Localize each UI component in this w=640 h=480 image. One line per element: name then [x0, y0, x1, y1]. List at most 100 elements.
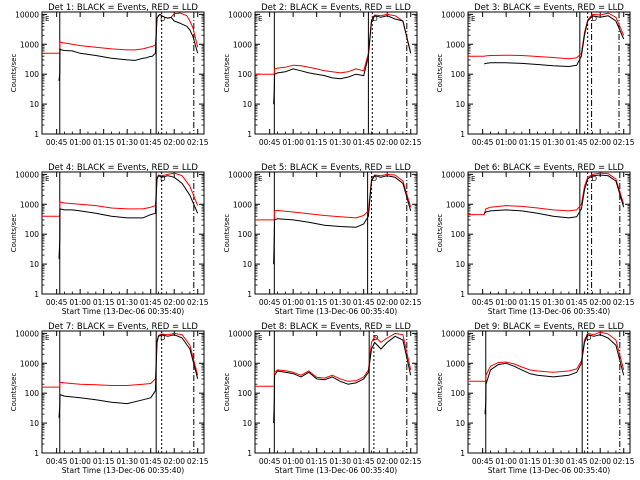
y-tick-label: 10	[242, 419, 252, 428]
x-tick-label: 00:45	[472, 138, 494, 147]
y-tick-label: 10000	[15, 10, 39, 19]
x-axis-label: Start Time (13-Dec-06 00:35:40)	[62, 307, 184, 316]
x-tick-label: 02:00	[376, 457, 398, 466]
annotation-label: E	[258, 334, 262, 342]
annotation-label: E	[258, 175, 262, 183]
x-tick-label: 00:45	[472, 457, 494, 466]
y-tick-label: 1000	[20, 359, 39, 368]
y-tick-label: 1	[460, 130, 465, 139]
x-tick-label: 02:00	[376, 138, 398, 147]
x-tick-label: 02:15	[400, 457, 422, 466]
panel-det-4: Det 4: BLACK = Events, RED = LLD 1 10 100 10…	[10, 163, 209, 316]
x-tick-label: 01:30	[329, 138, 351, 147]
y-axis-label: Counts/sec	[436, 54, 444, 93]
series-lld-line	[42, 332, 199, 388]
x-tick-label: 01:00	[69, 457, 91, 466]
x-tick-label: 00:45	[46, 457, 68, 466]
x-tick-label: 00:45	[472, 298, 494, 307]
panel-det-9: Det 9: BLACK = Events, RED = LLD 1 10 100 10…	[436, 322, 635, 475]
x-tick-label: 01:45	[353, 138, 375, 147]
plot-frame	[41, 330, 205, 454]
annotation-label: E	[45, 334, 49, 342]
x-tick-label: 01:30	[542, 298, 564, 307]
y-tick-label: 1	[460, 449, 465, 458]
annotation-label: D	[160, 334, 165, 342]
x-tick-label: 00:45	[259, 457, 281, 466]
x-tick-label: 01:30	[329, 457, 351, 466]
annotation-label: D	[586, 334, 591, 342]
x-tick-label: 02:15	[187, 457, 209, 466]
x-tick-label: 01:45	[353, 457, 375, 466]
series-lld-line	[255, 173, 412, 221]
series-events-line	[58, 334, 199, 418]
y-tick-label: 100	[238, 70, 253, 79]
panel-title: Det 5: BLACK = Events, RED = LLD	[261, 163, 411, 173]
annotation-label: D	[592, 175, 597, 183]
series-events-line	[484, 15, 625, 67]
y-tick-label: 100	[25, 230, 40, 239]
x-axis-label: Start Time (13-Dec-06 00:35:40)	[275, 466, 397, 475]
y-tick-label: 100	[238, 230, 253, 239]
series-lld-line	[468, 331, 625, 382]
plot-frame	[467, 11, 631, 135]
y-tick-label: 1000	[20, 40, 39, 49]
x-tick-label: 01:30	[116, 457, 138, 466]
x-tick-label: 01:15	[93, 138, 115, 147]
x-tick-label: 02:00	[589, 298, 611, 307]
x-tick-label: 01:00	[282, 138, 304, 147]
y-axis-label: Counts/sec	[223, 373, 231, 412]
x-tick-label: 01:45	[140, 457, 162, 466]
series-events-line	[58, 175, 199, 259]
x-tick-label: 00:45	[259, 138, 281, 147]
y-tick-label: 10	[455, 100, 465, 109]
x-tick-label: 01:30	[542, 457, 564, 466]
x-tick-label: 01:45	[566, 298, 588, 307]
x-tick-label: 01:45	[566, 457, 588, 466]
x-tick-label: 00:45	[259, 298, 281, 307]
y-tick-label: 1000	[446, 40, 465, 49]
y-tick-label: 10000	[441, 329, 465, 338]
series-events-line	[484, 334, 625, 415]
y-tick-label: 100	[238, 389, 253, 398]
x-tick-label: 00:45	[46, 138, 68, 147]
y-tick-label: 100	[25, 389, 40, 398]
plot-frame	[254, 330, 418, 454]
annotation-label: D	[592, 15, 597, 23]
x-tick-label: 02:00	[163, 457, 185, 466]
x-tick-label: 02:00	[163, 138, 185, 147]
x-tick-label: 01:00	[495, 138, 517, 147]
x-tick-label: 01:00	[282, 298, 304, 307]
plot-frame	[467, 330, 631, 454]
y-tick-label: 100	[451, 230, 466, 239]
annotation-label: E	[471, 334, 475, 342]
panel-title: Det 8: BLACK = Events, RED = LLD	[261, 322, 411, 332]
panel-det-7: Det 7: BLACK = Events, RED = LLD 1 10 100 10…	[10, 322, 209, 475]
y-axis-label: Counts/sec	[10, 54, 18, 93]
panel-title: Det 4: BLACK = Events, RED = LLD	[48, 163, 198, 173]
y-tick-label: 1000	[20, 200, 39, 209]
x-tick-label: 02:00	[163, 298, 185, 307]
series-lld-line	[468, 12, 625, 60]
y-tick-label: 1000	[446, 359, 465, 368]
series-events-line	[273, 335, 412, 424]
x-tick-label: 01:45	[353, 298, 375, 307]
y-tick-label: 1000	[446, 200, 465, 209]
x-tick-label: 01:30	[116, 138, 138, 147]
y-tick-label: 10	[455, 260, 465, 269]
y-tick-label: 10	[242, 260, 252, 269]
x-tick-label: 02:00	[376, 298, 398, 307]
x-tick-label: 01:00	[495, 457, 517, 466]
series-lld-line	[255, 332, 412, 387]
x-tick-label: 01:00	[495, 298, 517, 307]
y-tick-label: 10	[29, 100, 39, 109]
y-tick-label: 1	[247, 130, 252, 139]
panel-det-3: Det 3: BLACK = Events, RED = LLD 1 10 100 10…	[436, 3, 635, 147]
y-tick-label: 10000	[441, 170, 465, 179]
x-tick-label: 01:00	[69, 298, 91, 307]
y-tick-label: 10	[29, 260, 39, 269]
panel-title: Det 2: BLACK = Events, RED = LLD	[261, 3, 411, 13]
x-tick-label: 02:15	[187, 298, 209, 307]
annotation-label: D	[160, 15, 165, 23]
y-tick-label: 1	[34, 449, 39, 458]
y-tick-label: 1	[34, 130, 39, 139]
